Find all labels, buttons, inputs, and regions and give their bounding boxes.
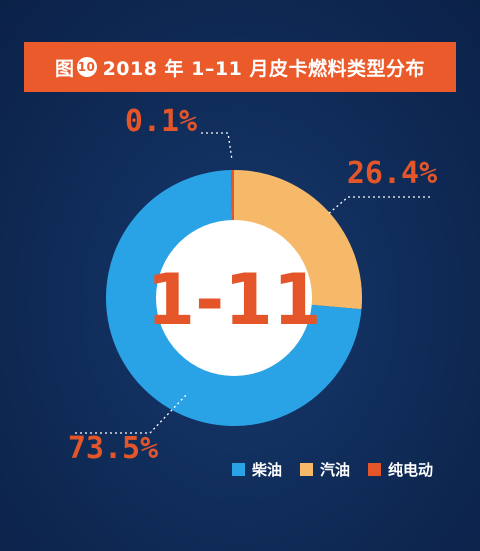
center-label: 1-11	[146, 259, 321, 341]
leader-line-1	[326, 196, 430, 216]
legend-item-gasoline: 汽油	[300, 459, 350, 480]
figure-number-badge: 10	[76, 57, 97, 77]
legend-swatch-electric	[368, 462, 382, 476]
chart-title-banner: 图 10 2018 年 1–11 月皮卡燃料类型分布	[24, 42, 456, 92]
legend: 柴油 汽油 纯电动	[232, 457, 433, 481]
data-label-1: 26.4%	[347, 156, 437, 191]
chart-title: 2018 年 1–11 月皮卡燃料类型分布	[102, 57, 425, 80]
legend-swatch-diesel	[232, 462, 245, 476]
legend-label-gasoline: 汽油	[320, 460, 351, 479]
data-label-2: 73.5%	[68, 431, 158, 466]
leader-line-2	[75, 392, 189, 434]
leader-line-0	[201, 132, 233, 161]
legend-swatch-gasoline	[300, 462, 314, 476]
legend-item-electric: 纯电动	[368, 459, 433, 480]
legend-label-diesel: 柴油	[252, 460, 283, 479]
title-prefix: 图	[55, 57, 75, 80]
legend-label-electric: 纯电动	[388, 460, 434, 479]
legend-item-diesel: 柴油	[232, 459, 282, 480]
data-label-0: 0.1%	[125, 104, 197, 139]
donut-center	[156, 220, 312, 376]
